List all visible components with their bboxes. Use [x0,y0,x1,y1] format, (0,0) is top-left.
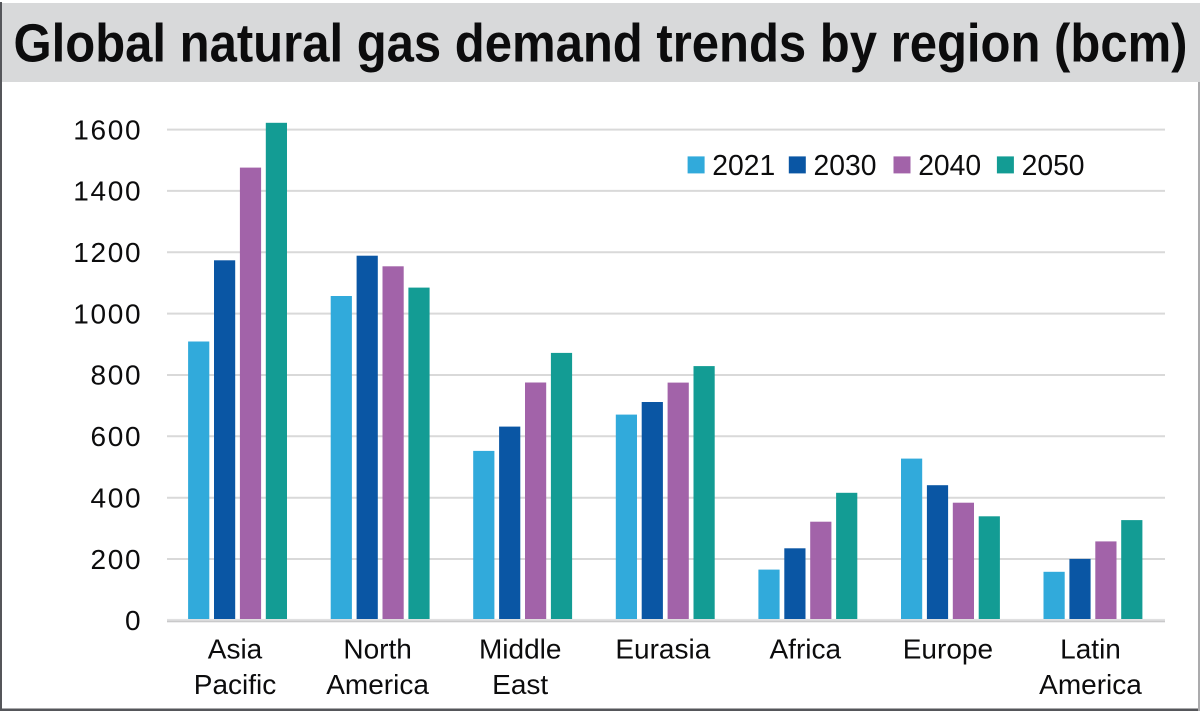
svg-text:Latin: Latin [1060,634,1121,665]
svg-text:1200: 1200 [73,237,142,268]
svg-text:0: 0 [125,605,142,636]
svg-text:600: 600 [90,421,142,452]
svg-text:Pacific: Pacific [194,669,276,700]
svg-text:North: North [343,634,411,665]
svg-text:America: America [326,669,429,700]
svg-text:1400: 1400 [73,176,142,207]
svg-text:Global natural gas demand tren: Global natural gas demand trends by regi… [14,15,1188,74]
svg-text:2040: 2040 [918,149,981,181]
svg-text:2021: 2021 [712,149,775,181]
svg-text:1600: 1600 [73,114,142,145]
svg-text:Europe: Europe [903,634,993,665]
svg-text:400: 400 [90,482,142,513]
svg-text:Africa: Africa [770,634,842,665]
svg-text:Asia: Asia [208,634,263,665]
svg-text:East: East [492,669,548,700]
svg-text:200: 200 [90,544,142,575]
svg-text:2030: 2030 [814,149,877,181]
svg-text:2050: 2050 [1022,149,1085,181]
svg-text:1000: 1000 [73,298,142,329]
svg-text:Middle: Middle [479,634,561,665]
svg-text:America: America [1039,669,1142,700]
svg-text:Eurasia: Eurasia [615,634,710,665]
svg-text:800: 800 [90,360,142,391]
